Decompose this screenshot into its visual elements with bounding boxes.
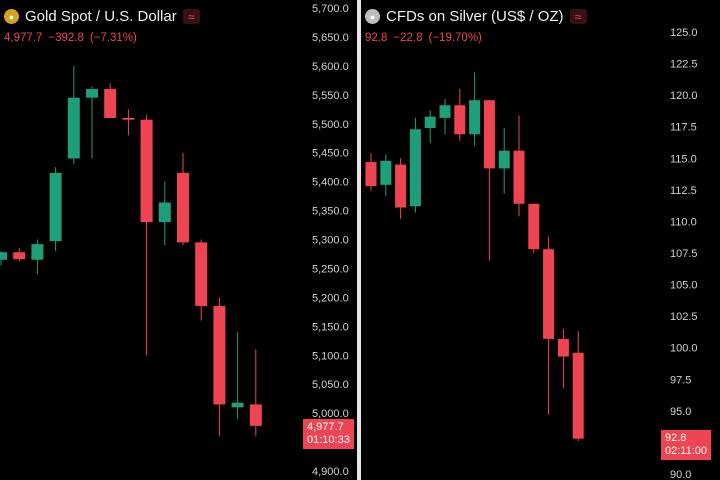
y-tick-label: 5,450.0: [312, 148, 349, 160]
candle-body[interactable]: [0, 252, 7, 260]
candle-body[interactable]: [380, 160, 392, 185]
gold-tag-time: 01:10:33: [307, 434, 350, 446]
y-tick-label: 125.0: [670, 27, 698, 39]
candle-body[interactable]: [454, 105, 466, 135]
approx-icon[interactable]: ≈: [569, 9, 587, 24]
candle-body[interactable]: [213, 306, 226, 405]
y-tick-label: 5,400.0: [312, 177, 349, 189]
y-tick-label: 97.5: [670, 374, 691, 386]
silver-change-pct: (−19.70%): [428, 32, 482, 44]
y-tick-label: 107.5: [670, 248, 698, 260]
candle-body[interactable]: [31, 244, 44, 260]
gold-quote: 4,977.7 −392.8 (−7.31%): [4, 32, 143, 44]
candle-body[interactable]: [543, 249, 555, 339]
gold-price-tag: 4,977.7 01:10:33: [303, 419, 354, 449]
candle-body[interactable]: [409, 129, 421, 207]
gold-header: ● Gold Spot / U.S. Dollar ≈: [4, 8, 200, 25]
candle-body[interactable]: [49, 172, 62, 242]
y-tick-label: 5,100.0: [312, 350, 349, 362]
candle-body[interactable]: [195, 242, 208, 307]
candle-body[interactable]: [469, 100, 481, 135]
candle-body[interactable]: [86, 89, 98, 98]
y-tick-label: 120.0: [670, 90, 698, 102]
gold-change: −392.8: [48, 32, 84, 44]
y-tick-label: 5,600.0: [312, 61, 349, 73]
silver-title: CFDs on Silver (US$ / OZ): [386, 8, 564, 25]
candle-body[interactable]: [140, 119, 153, 223]
y-tick-label: 102.5: [670, 311, 698, 323]
candle-body[interactable]: [13, 252, 26, 260]
y-tick-label: 122.5: [670, 59, 698, 71]
candle-body[interactable]: [439, 105, 451, 118]
gold-tag-price: 4,977.7: [307, 421, 344, 433]
panel-divider[interactable]: [357, 0, 361, 480]
y-tick-label: 115.0: [670, 153, 697, 165]
y-tick-label: 5,150.0: [312, 321, 349, 333]
y-tick-label: 117.5: [670, 122, 697, 134]
candle-body[interactable]: [231, 402, 244, 408]
y-tick-label: 5,300.0: [312, 235, 349, 247]
silver-candlestick-chart[interactable]: 125.0 122.5 120.0 117.5 115.0 112.5 110.0 107.5…: [361, 0, 720, 480]
candle-body[interactable]: [158, 202, 171, 223]
silver-chart-panel[interactable]: 125.0 122.5 120.0 117.5 115.0 112.5 110.0 107.5…: [361, 0, 720, 480]
y-tick-label: 4,900.0: [312, 466, 349, 478]
silver-tag-price: 92.8: [665, 432, 687, 444]
y-tick-label: 5,250.0: [312, 263, 349, 275]
y-tick-label: 100.0: [670, 343, 698, 355]
candle-body[interactable]: [424, 116, 436, 128]
approx-icon[interactable]: ≈: [182, 9, 200, 24]
y-tick-label: 95.0: [670, 406, 691, 418]
y-tick-label: 112.5: [670, 185, 697, 197]
y-tick-label: 5,200.0: [312, 292, 349, 304]
silver-price: 92.8: [365, 32, 388, 44]
y-tick-label: 105.0: [670, 280, 698, 292]
candle-body[interactable]: [249, 404, 262, 426]
y-tick-label: 5,350.0: [312, 206, 349, 218]
silver-coin-icon: ●: [365, 9, 380, 24]
candle-body[interactable]: [513, 150, 525, 204]
silver-header: ● CFDs on Silver (US$ / OZ) ≈: [365, 8, 587, 25]
silver-quote: 92.8 −22.8 (−19.70%): [365, 32, 488, 44]
y-tick-label: 110.0: [670, 216, 697, 228]
gold-coin-icon: ●: [4, 9, 19, 24]
y-tick-label: 5,000.0: [312, 408, 349, 420]
gold-chart-panel[interactable]: 5,700.0 5,650.0 5,600.0 5,550.0 5,500.0 5,450…: [0, 0, 357, 480]
gold-change-pct: (−7.31%): [89, 32, 137, 44]
candle-body[interactable]: [365, 162, 377, 187]
y-tick-label: 90.0: [670, 469, 691, 480]
candle-body[interactable]: [122, 117, 135, 120]
candle-body[interactable]: [177, 172, 189, 243]
silver-change: −22.8: [393, 32, 423, 44]
y-tick-label: 5,650.0: [312, 32, 349, 44]
candle-body[interactable]: [528, 203, 540, 250]
y-tick-label: 5,050.0: [312, 379, 349, 391]
gold-price: 4,977.7: [4, 32, 43, 44]
gold-title: Gold Spot / U.S. Dollar: [25, 8, 177, 25]
candle-body[interactable]: [572, 352, 584, 439]
candle-body[interactable]: [498, 150, 510, 169]
candle-body[interactable]: [557, 338, 569, 357]
candle-body[interactable]: [104, 89, 117, 118]
silver-price-tag: 92.8 02:11:00: [661, 430, 712, 460]
candle-body[interactable]: [395, 164, 407, 208]
candle-body[interactable]: [67, 97, 80, 159]
y-tick-label: 5,700.0: [312, 3, 349, 15]
candle-body[interactable]: [483, 100, 495, 169]
y-tick-label: 5,550.0: [312, 90, 349, 102]
y-tick-label: 5,500.0: [312, 119, 349, 131]
gold-candlestick-chart[interactable]: 5,700.0 5,650.0 5,600.0 5,550.0 5,500.0 5,450…: [0, 0, 357, 480]
silver-tag-time: 02:11:00: [665, 445, 708, 457]
